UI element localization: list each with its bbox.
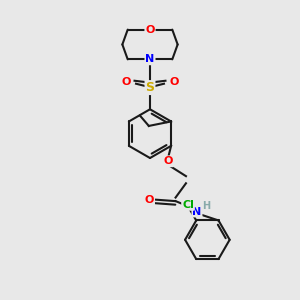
Text: N: N: [192, 206, 202, 217]
Text: O: O: [145, 195, 154, 205]
Text: O: O: [164, 156, 173, 166]
Text: S: S: [146, 81, 154, 94]
Text: H: H: [202, 201, 211, 211]
Text: O: O: [169, 77, 178, 87]
Text: N: N: [146, 54, 154, 64]
Text: O: O: [145, 25, 155, 34]
Text: Cl: Cl: [182, 200, 194, 210]
Text: O: O: [122, 77, 131, 87]
